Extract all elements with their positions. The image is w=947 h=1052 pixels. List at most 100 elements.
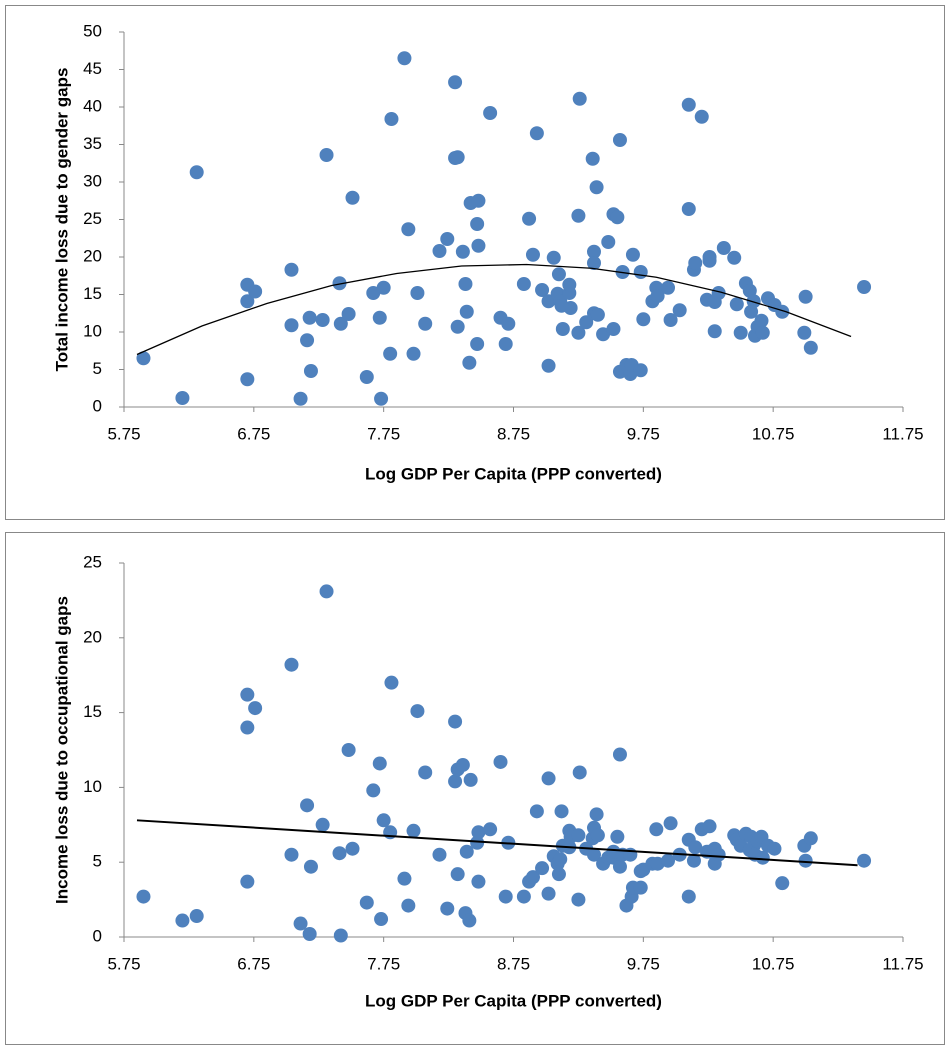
scatter-point: [240, 874, 255, 889]
scatter-point: [586, 244, 601, 259]
scatter-point: [590, 828, 605, 843]
scatter-point: [448, 774, 463, 789]
scatter-point: [359, 895, 374, 910]
scatter-point: [586, 847, 601, 862]
scatter-point: [803, 340, 818, 355]
y-tick-label: 10: [83, 321, 102, 340]
scatter-point: [440, 901, 455, 916]
scatter-point: [462, 913, 477, 928]
scatter-point: [374, 912, 389, 927]
scatter-point: [372, 756, 387, 771]
scatter-point: [315, 313, 330, 327]
scatter-point: [463, 772, 478, 787]
y-tick-label: 20: [83, 627, 102, 646]
scatter-point: [633, 880, 648, 895]
scatter-point: [471, 193, 486, 208]
scatter-point: [401, 898, 416, 913]
scatter-point: [755, 325, 770, 340]
scatter-point: [366, 783, 381, 798]
scatter-point: [432, 244, 447, 258]
scatter-point: [418, 316, 433, 331]
scatter-point: [136, 889, 151, 904]
scatter-point: [332, 846, 347, 861]
scatter-point: [525, 870, 540, 885]
x-tick-label: 11.75: [882, 424, 923, 443]
scatter-point: [293, 916, 308, 931]
scatter-point: [571, 208, 586, 223]
scatter-point: [686, 853, 701, 868]
scatter-point: [711, 286, 726, 300]
y-tick-label: 0: [93, 926, 102, 945]
y-tick-label: 5: [93, 852, 102, 871]
scatter-point: [498, 889, 513, 904]
scatter-point: [535, 283, 550, 297]
scatter-point: [401, 222, 416, 237]
scatter-point: [663, 816, 678, 831]
scatter-point: [455, 757, 470, 772]
scatter-point: [374, 391, 389, 406]
scatter-point: [562, 277, 577, 292]
x-tick-label: 6.75: [237, 954, 270, 973]
scatter-point: [302, 310, 317, 325]
scatter-point: [681, 889, 696, 904]
scatter-point: [727, 250, 742, 265]
scatter-point: [555, 322, 570, 336]
scatter-point: [175, 391, 190, 405]
scatter-point: [315, 817, 330, 832]
scatter-point: [746, 294, 761, 309]
scatter-point: [341, 743, 356, 757]
scatter-point: [493, 754, 508, 769]
x-tick-label: 7.75: [367, 424, 400, 443]
scatter-point: [742, 283, 757, 298]
scatter-point: [612, 859, 627, 874]
scatter-point: [606, 322, 621, 336]
scatter-point: [440, 232, 455, 246]
scatter-point: [571, 892, 586, 907]
y-tick-label: 10: [83, 777, 102, 796]
scatter-point: [345, 190, 360, 205]
scatter-point: [284, 262, 299, 277]
scatter-point: [516, 277, 531, 291]
x-tick-label: 8.75: [497, 424, 530, 443]
scatter-point: [384, 675, 399, 690]
scatter-point: [572, 91, 587, 106]
scatter-point: [303, 364, 318, 378]
scatter-point: [459, 304, 474, 319]
scatter-point: [551, 267, 566, 282]
x-tick-label: 8.75: [497, 954, 530, 973]
scatter-point: [571, 325, 586, 340]
scatter-point: [590, 307, 605, 322]
scatter-point: [406, 823, 421, 838]
scatter-point: [729, 297, 744, 312]
scatter-point: [541, 771, 556, 786]
x-tick-label: 7.75: [367, 954, 400, 973]
scatter-point: [681, 97, 696, 112]
scatter-point: [563, 301, 578, 315]
trend-line: [136, 263, 852, 356]
scatter-point: [541, 358, 556, 373]
scatter-point: [516, 889, 531, 904]
scatter-point: [333, 316, 348, 331]
scatter-point: [462, 355, 477, 370]
scatter-point: [857, 853, 872, 868]
scatter-point: [797, 325, 812, 340]
scatter-point: [612, 747, 627, 762]
scatter-point: [498, 337, 513, 351]
scatter-point: [663, 313, 678, 327]
scatter-point: [661, 280, 676, 295]
scatter-point: [471, 874, 486, 889]
scatter-point: [535, 861, 550, 876]
scatter-point: [601, 235, 616, 249]
x-tick-label: 9.75: [627, 424, 660, 443]
y-tick-label: 25: [83, 209, 102, 228]
x-axis-title: Log GDP Per Capita (PPP converted): [365, 464, 662, 483]
chart-frame: [5, 5, 945, 520]
y-tick-label: 20: [83, 246, 102, 265]
scatter-point: [767, 841, 782, 856]
scatter-point: [448, 75, 463, 90]
y-tick-label: 25: [83, 552, 102, 571]
scatter-point: [688, 840, 703, 855]
scatter-point: [754, 313, 769, 328]
scatter-point: [553, 852, 568, 867]
